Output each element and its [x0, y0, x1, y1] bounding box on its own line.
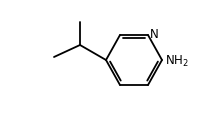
Text: N: N — [150, 29, 159, 42]
Text: NH$_2$: NH$_2$ — [165, 53, 189, 69]
